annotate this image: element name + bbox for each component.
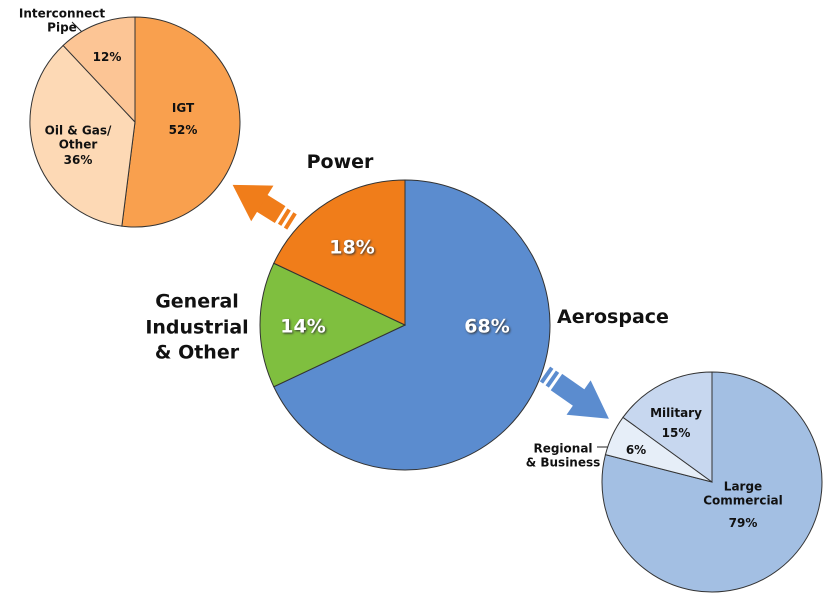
pie-slice bbox=[273, 179, 551, 471]
pie-slice bbox=[259, 262, 407, 388]
slice-name: Regional & Business bbox=[525, 441, 601, 470]
pie-slice bbox=[622, 371, 713, 483]
value-label: 18% bbox=[329, 236, 375, 259]
slice-name: Large Commercial bbox=[703, 479, 783, 508]
pie-slice bbox=[273, 179, 406, 326]
slice-name: Interconnect Pipe bbox=[18, 6, 106, 35]
arrow-aerospace bbox=[539, 366, 609, 419]
slice-name: General Industrial & Other bbox=[145, 290, 249, 364]
slice-name: Oil & Gas/ Other bbox=[44, 123, 112, 152]
value-label: 12% bbox=[92, 49, 122, 64]
slice-name: Power bbox=[306, 151, 374, 174]
pie-slice bbox=[29, 44, 136, 227]
value-label: 6% bbox=[625, 442, 647, 457]
arrow-power bbox=[232, 184, 297, 230]
value-label: 15% bbox=[661, 425, 691, 440]
slice-name: Military bbox=[650, 405, 702, 420]
value-label: 79% bbox=[728, 515, 758, 530]
pie-slice bbox=[62, 16, 136, 124]
value-label: 14% bbox=[280, 315, 326, 338]
slice-name: Aerospace bbox=[557, 306, 669, 329]
pie-slice bbox=[121, 16, 241, 228]
value-label: 36% bbox=[63, 152, 93, 167]
slice-name: IGT bbox=[171, 100, 195, 115]
value-label: 68% bbox=[464, 315, 510, 338]
value-label: 52% bbox=[168, 122, 198, 137]
